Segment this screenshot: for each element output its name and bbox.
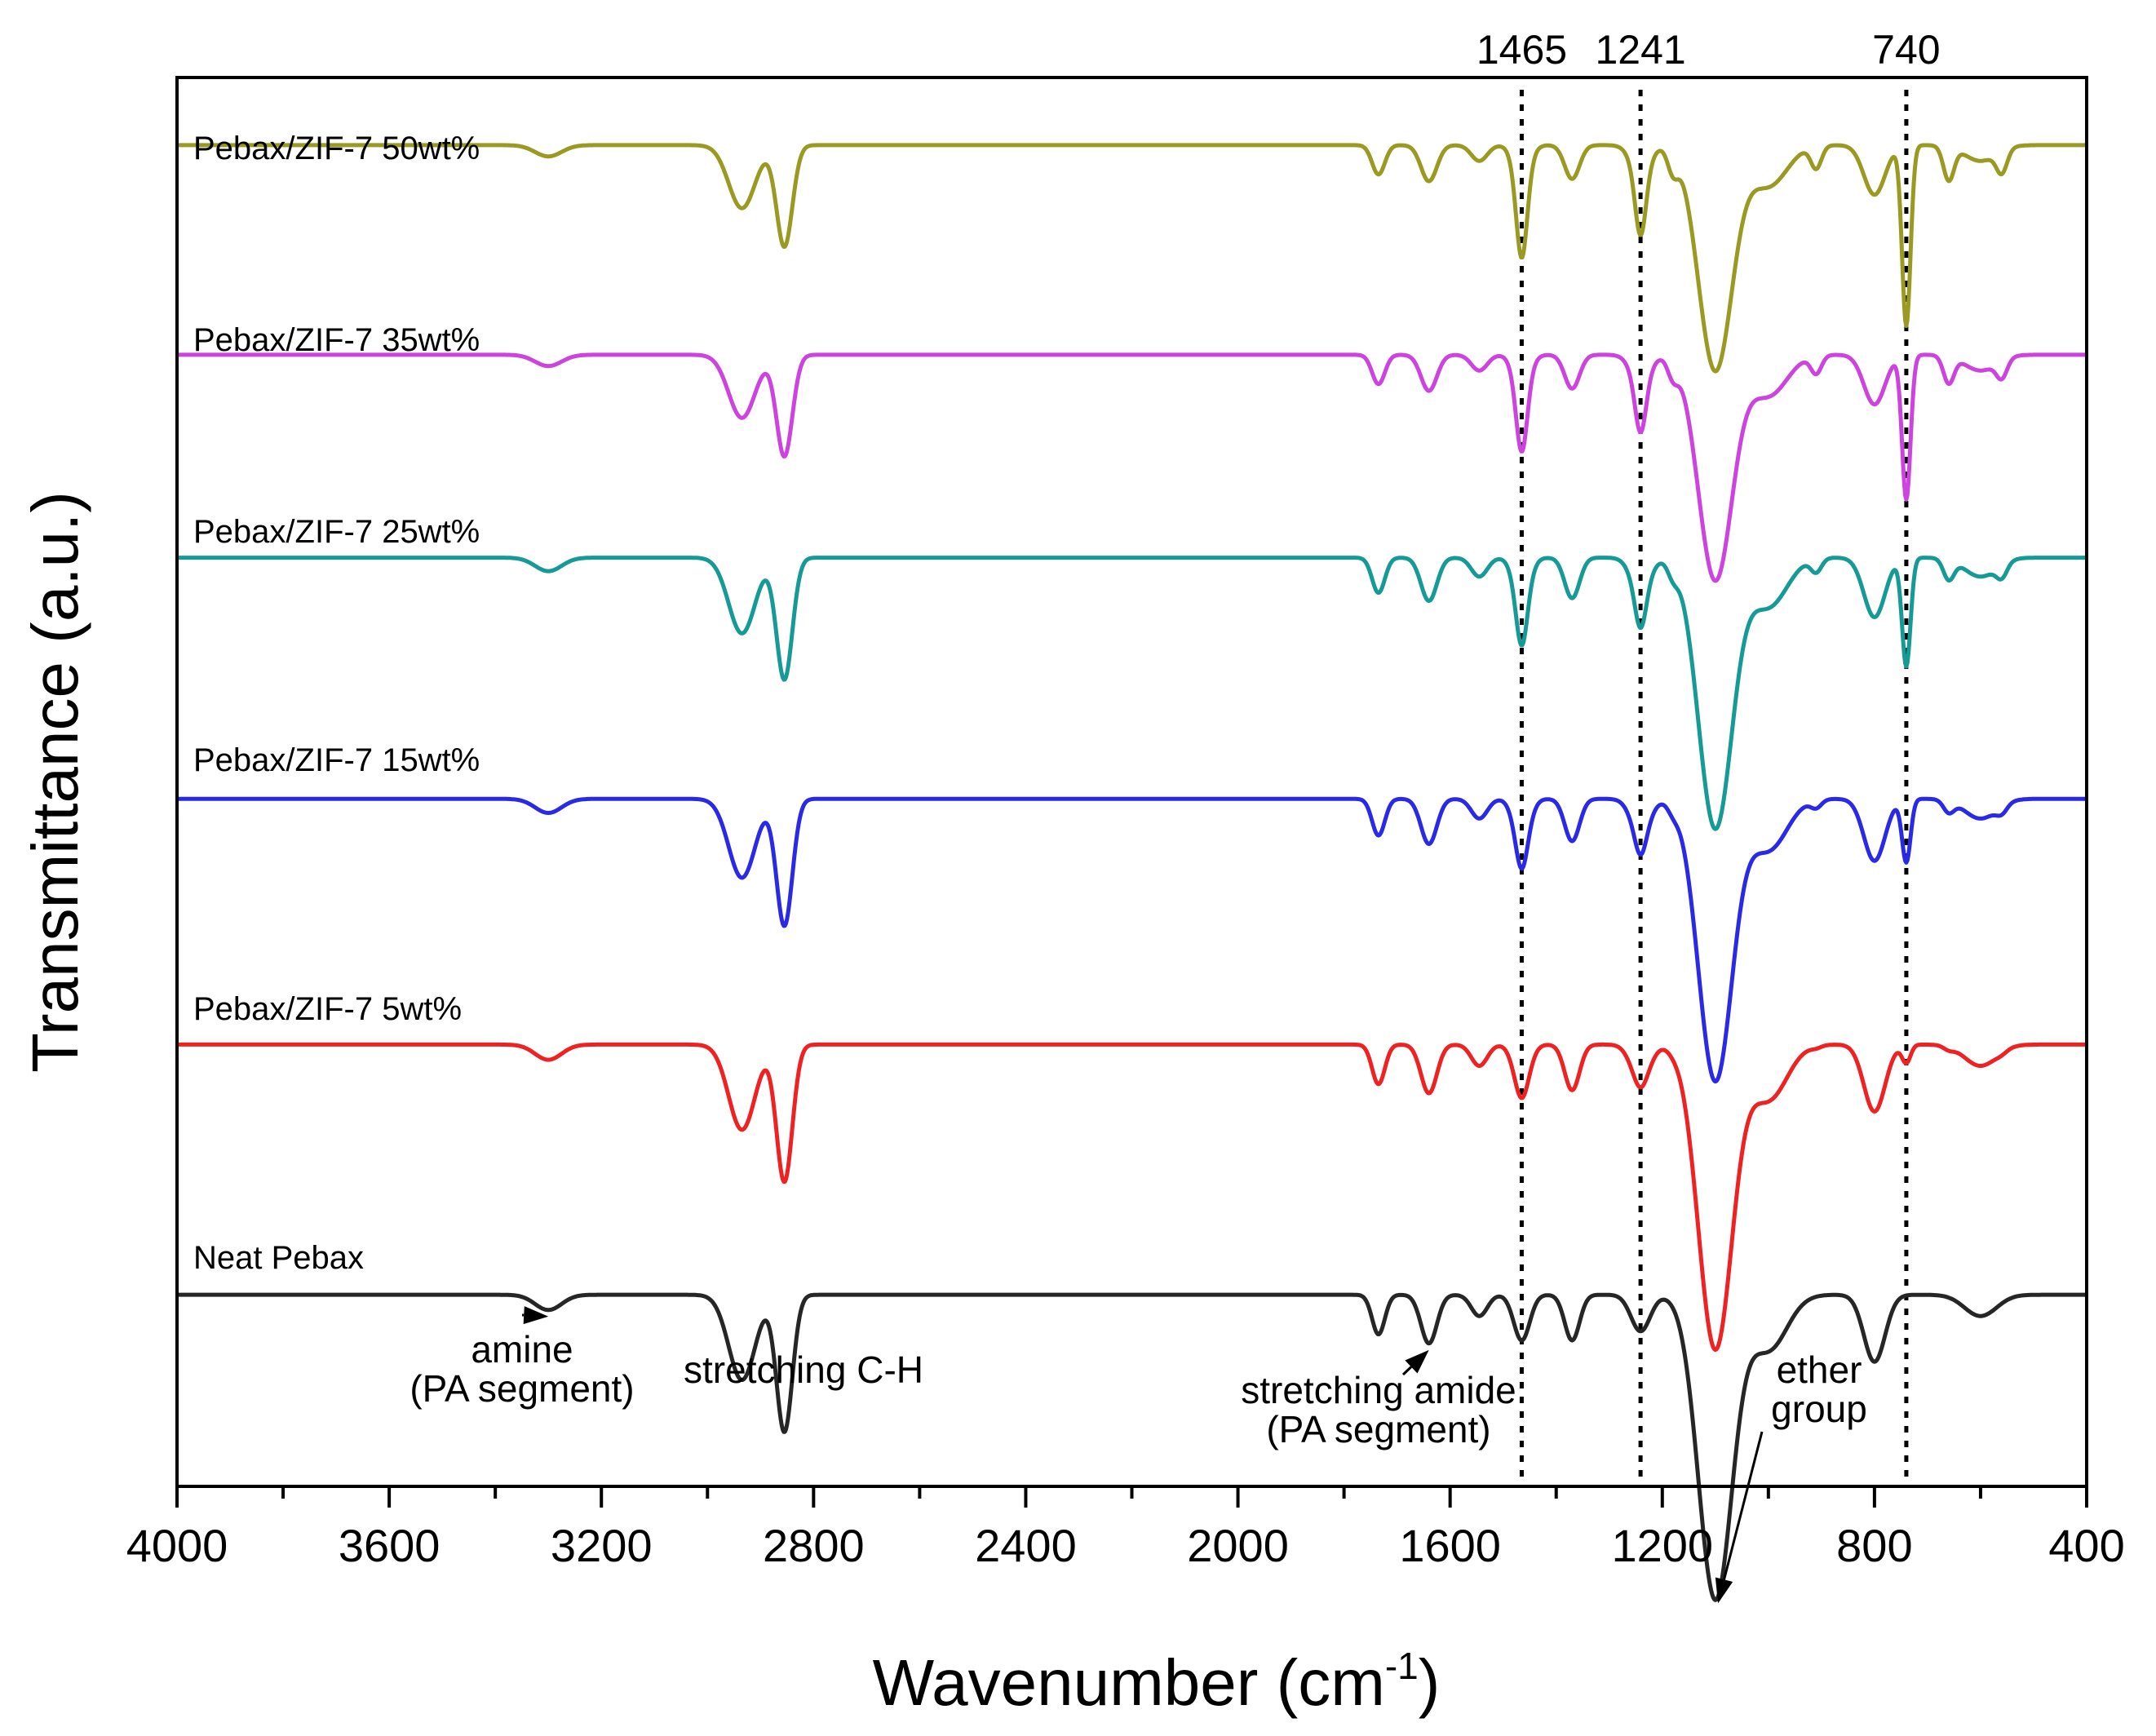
- series-line: [175, 1292, 2088, 1602]
- annotation-line: group: [1771, 1388, 1867, 1430]
- annotation-layer: amine (PA segment) stretching C-H stretchin…: [410, 1306, 1867, 1604]
- annotation-line: stretching C-H: [684, 1348, 923, 1391]
- annotation-line: (PA segment): [1266, 1408, 1490, 1450]
- x-tick-label: 3600: [339, 1520, 440, 1571]
- x-tick-label: 3200: [551, 1520, 653, 1571]
- series-layer: Pebax/ZIF-7 50wt% Pebax/ZIF-7 35wt% Pebax/…: [175, 131, 2088, 1602]
- peak-marker-label: 740: [1872, 27, 1940, 73]
- x-tick-label: 2400: [975, 1520, 1077, 1571]
- annotation-text: stretching C-H: [684, 1348, 923, 1391]
- series-line: [175, 352, 2088, 583]
- x-axis-title-close: ): [1419, 1646, 1441, 1719]
- annotation-line: stretching amide: [1241, 1369, 1516, 1411]
- series-label: Neat Pebax: [193, 1240, 364, 1276]
- annotation-arrowhead: [1405, 1349, 1429, 1374]
- x-tick-label: 2800: [763, 1520, 865, 1571]
- series-line: [175, 556, 2088, 831]
- series-label: Pebax/ZIF-7 25wt%: [193, 514, 480, 550]
- y-axis-title: Transmittance (a.u.): [19, 491, 91, 1073]
- annotation-arrowhead: [523, 1306, 549, 1325]
- series-line: [175, 1042, 2088, 1353]
- series-label: Pebax/ZIF-7 35wt%: [193, 322, 480, 358]
- series-label: Pebax/ZIF-7 5wt%: [193, 991, 462, 1027]
- x-axis-ticks: 4000 3600 3200 2800 2400 2000 1600 1200 800 400: [126, 1486, 2125, 1571]
- x-tick-label: 1600: [1399, 1520, 1501, 1571]
- annotation-arrow: [1723, 1431, 1764, 1580]
- peak-marker-layer: 1465 1241 740: [1476, 27, 1941, 1486]
- annotation-text: ether group: [1771, 1348, 1867, 1430]
- peak-marker-label: 1241: [1595, 27, 1685, 73]
- series-line: [175, 796, 2088, 1084]
- annotation-arrow: [1401, 1366, 1412, 1376]
- plot-frame: [175, 76, 2088, 1488]
- series-label: Pebax/ZIF-7 15wt%: [193, 742, 480, 778]
- x-axis-title: Wavenumber (cm-1): [873, 1645, 1441, 1719]
- annotation-arrowhead: [1715, 1577, 1733, 1604]
- x-tick-label: 1200: [1611, 1520, 1713, 1571]
- x-axis-title-main: Wavenumber (cm: [873, 1646, 1385, 1719]
- x-tick-label: 2000: [1187, 1520, 1289, 1571]
- peak-marker-label: 1465: [1476, 27, 1567, 73]
- annotation-text: amine (PA segment): [410, 1328, 634, 1410]
- annotation-line: (PA segment): [410, 1367, 634, 1410]
- annotation-text: stretching amide (PA segment): [1241, 1369, 1516, 1450]
- annotation-line: amine: [471, 1328, 573, 1371]
- annotation-line: ether: [1777, 1348, 1862, 1391]
- series-line: [175, 143, 2088, 374]
- series-label: Pebax/ZIF-7 50wt%: [193, 131, 480, 166]
- x-tick-label: 800: [1836, 1520, 1912, 1571]
- x-tick-label: 400: [2048, 1520, 2124, 1571]
- x-tick-label: 4000: [126, 1520, 228, 1571]
- x-axis-title-superscript: -1: [1385, 1645, 1419, 1687]
